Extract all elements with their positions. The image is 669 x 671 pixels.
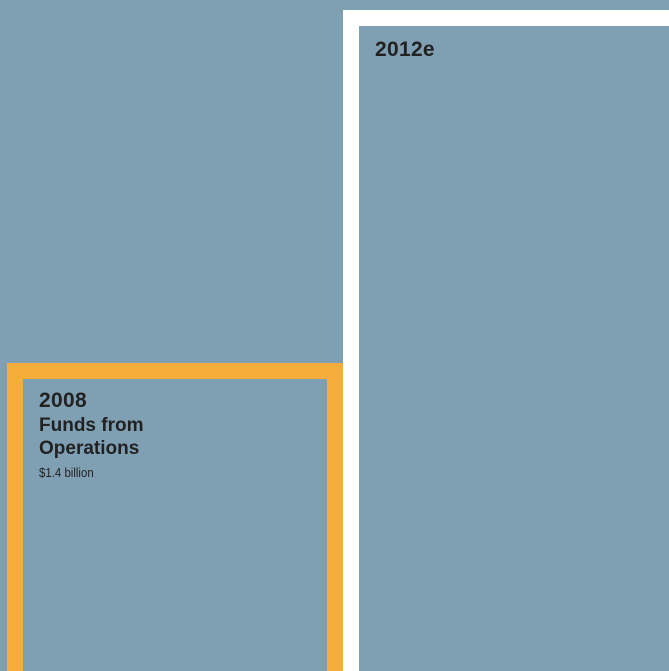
bar-label-2012e: 2012e [375, 36, 435, 63]
bar-2008: 2008 Funds from Operations $1.4 billion [7, 363, 343, 671]
bar-2012e: 2012e [343, 10, 669, 671]
bar-year-label: 2012e [375, 38, 435, 61]
bar-title-label: Funds from Operations [39, 415, 144, 459]
bar-year-label: 2008 [39, 389, 87, 412]
bar-value-label: $1.4 billion [39, 465, 94, 480]
bar-label-2008: 2008 Funds from Operations $1.4 billion [39, 387, 189, 482]
